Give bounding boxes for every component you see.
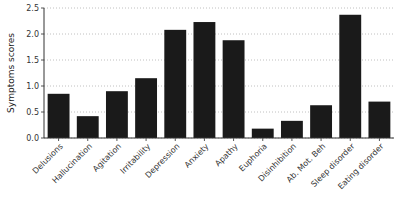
x-tick (58, 138, 59, 141)
x-tick (350, 138, 351, 141)
chart-svg: 0.0 0.5 1.0 1.5 2.0 2.5 DelusionsHallucination… (0, 0, 400, 198)
y-tick-label: 0.5 (26, 108, 39, 117)
grid-line (44, 138, 394, 139)
bar (48, 94, 70, 138)
x-axis: DelusionsHallucinationAgitationIrritabil… (31, 138, 394, 191)
x-axis-line (44, 138, 394, 139)
x-tick (204, 138, 205, 141)
x-tick (146, 138, 147, 141)
y-tick-label: 2.5 (26, 4, 39, 13)
grid (44, 8, 394, 138)
x-tick-label: Depression (143, 142, 181, 180)
x-tick (87, 138, 88, 141)
bar (135, 78, 157, 138)
y-axis-line (44, 8, 45, 138)
x-tick (321, 138, 322, 141)
x-tick (262, 138, 263, 141)
x-tick (116, 138, 117, 141)
x-tick (291, 138, 292, 141)
bar (339, 15, 361, 138)
bars (48, 15, 391, 138)
x-tick-label: Apathy (213, 142, 240, 169)
y-tick-label: 0.0 (26, 134, 39, 143)
y-axis-label: Symptoms scores (6, 33, 16, 113)
bar (281, 121, 303, 138)
x-tick (379, 138, 380, 141)
x-tick (175, 138, 176, 141)
x-tick-label: Eating disorder (336, 141, 386, 191)
x-tick-label: Anxiety (183, 142, 211, 170)
x-tick-label: Hallucination (51, 142, 94, 185)
bar (223, 40, 245, 138)
chart-container: 0.0 0.5 1.0 1.5 2.0 2.5 DelusionsHallucination… (0, 0, 400, 198)
y-tick-label: 1.0 (26, 82, 39, 91)
y-tick-label: 2.0 (26, 30, 39, 39)
x-tick (233, 138, 234, 141)
bar (77, 116, 99, 138)
bar (106, 91, 128, 138)
bar (368, 102, 390, 138)
grid-line (44, 8, 394, 9)
bar (164, 30, 186, 138)
bar (252, 129, 274, 138)
bar (310, 105, 332, 138)
bar (193, 22, 215, 138)
y-tick-label: 1.5 (26, 56, 39, 65)
y-axis: 0.0 0.5 1.0 1.5 2.0 2.5 (26, 4, 44, 143)
